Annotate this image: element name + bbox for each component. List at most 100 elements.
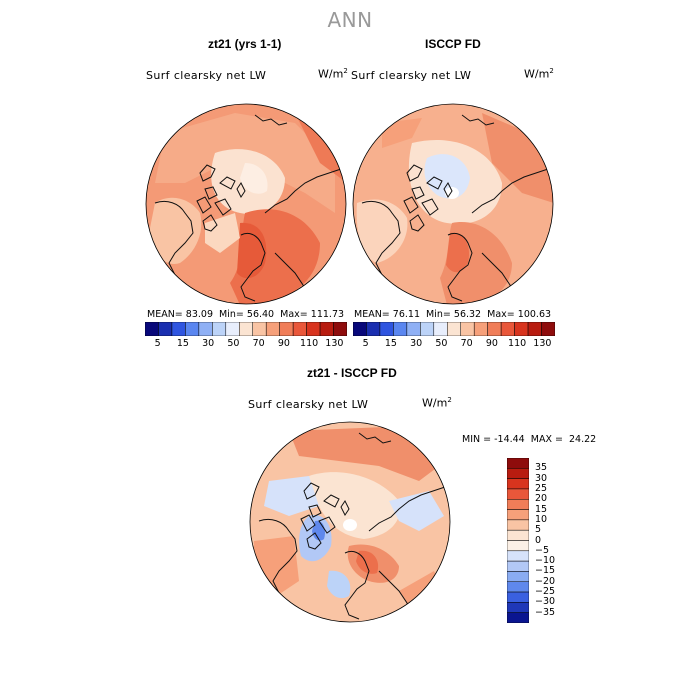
colorbar-tick-label: 110 bbox=[508, 338, 527, 349]
colorbar-swatch bbox=[507, 468, 529, 479]
colorbar-tick-label: 50 bbox=[435, 338, 448, 349]
figure-title: ANN bbox=[327, 8, 373, 32]
colorbar-tick-label: 30 bbox=[410, 338, 423, 349]
colorbar-swatch bbox=[353, 322, 367, 336]
colorbar-swatch bbox=[507, 478, 529, 490]
panel-1-polar-map bbox=[145, 103, 347, 305]
colorbar-tick-label: 10 bbox=[535, 513, 548, 525]
north-america-coast bbox=[258, 518, 298, 604]
colorbar-swatch bbox=[541, 322, 555, 336]
panel-2-polar-map bbox=[352, 103, 554, 305]
colorbar-tick-label: −35 bbox=[535, 606, 556, 618]
colorbar-swatch bbox=[433, 322, 448, 336]
bering-coast bbox=[254, 114, 288, 126]
panel-1-colorbar-ticks: 5 15 30 50 70 90 110 130 bbox=[145, 338, 347, 352]
colorbar-swatch bbox=[333, 322, 347, 336]
colorbar-tick-label: 5 bbox=[362, 338, 369, 349]
colorbar-swatch bbox=[487, 322, 502, 336]
panel-2-units: W/m2 bbox=[524, 67, 554, 81]
siberia-coast bbox=[264, 168, 342, 214]
field-region bbox=[205, 213, 240, 253]
diff-panel-title: zt21 - ISCCP FD bbox=[307, 366, 397, 380]
colorbar-tick-label: 110 bbox=[300, 338, 319, 349]
field-region bbox=[150, 197, 202, 264]
colorbar-swatch bbox=[185, 322, 200, 336]
colorbar-swatch bbox=[507, 458, 529, 469]
scandinavia-coast bbox=[344, 550, 370, 620]
colorbar-swatch bbox=[500, 322, 515, 336]
diff-colorbar bbox=[507, 458, 529, 623]
colorbar-swatch bbox=[507, 509, 529, 521]
north-america-coast bbox=[361, 200, 401, 286]
colorbar-swatch bbox=[507, 529, 529, 541]
colorbar-swatch bbox=[507, 550, 529, 562]
panel-1-colorbar bbox=[145, 322, 347, 336]
colorbar-tick-label: 30 bbox=[202, 338, 215, 349]
colorbar-tick-label: −30 bbox=[535, 596, 556, 608]
panel-1-units: W/m2 bbox=[318, 67, 348, 81]
colorbar-tick-label: 5 bbox=[535, 524, 542, 536]
colorbar-swatch bbox=[366, 322, 381, 336]
map-border bbox=[145, 103, 347, 305]
map-border bbox=[249, 421, 451, 623]
diff-panel-units: W/m2 bbox=[422, 396, 452, 410]
colorbar-swatch bbox=[212, 322, 227, 336]
panel-1-stats: MEAN= 83.09 Min= 56.40 Max= 111.73 bbox=[147, 309, 345, 320]
colorbar-swatch bbox=[507, 591, 529, 603]
diff-colorbar-labels: 35 30 25 20 15 10 5 0 −5 −10 −15 −20 −25 −30 −35 bbox=[535, 458, 575, 623]
colorbar-tick-label: 90 bbox=[277, 338, 290, 349]
panel-2-title: ISCCP FD bbox=[425, 37, 481, 51]
colorbar-swatch bbox=[145, 322, 159, 336]
colorbar-swatch bbox=[379, 322, 394, 336]
colorbar-swatch bbox=[420, 322, 435, 336]
panel-2-stats: MEAN= 76.11 Min= 56.32 Max= 100.63 bbox=[354, 309, 552, 320]
field-region bbox=[356, 199, 408, 263]
colorbar-tick-label: 70 bbox=[460, 338, 473, 349]
bering-coast bbox=[461, 114, 495, 126]
colorbar-tick-label: 35 bbox=[535, 462, 548, 474]
colorbar-swatch bbox=[447, 322, 461, 336]
field-region bbox=[446, 232, 470, 273]
colorbar-swatch bbox=[507, 540, 529, 552]
colorbar-swatch bbox=[507, 602, 529, 613]
colorbar-tick-label: −10 bbox=[535, 555, 556, 567]
canadian-archipelago-coast bbox=[196, 164, 246, 232]
colorbar-swatch bbox=[252, 322, 267, 336]
colorbar-swatch bbox=[527, 322, 542, 336]
colorbar-tick-label: 30 bbox=[535, 472, 548, 484]
diff-panel-variable: Surf clearsky net LW bbox=[248, 398, 369, 411]
colorbar-tick-label: −5 bbox=[535, 544, 550, 556]
colorbar-tick-label: 25 bbox=[535, 482, 548, 494]
colorbar-swatch bbox=[319, 322, 334, 336]
diff-minmax: MIN = -14.44 MAX = 24.22 bbox=[462, 434, 597, 445]
scandinavia-coast bbox=[240, 232, 266, 302]
canadian-archipelago-coast bbox=[403, 164, 453, 232]
colorbar-swatch bbox=[306, 322, 321, 336]
colorbar-swatch bbox=[507, 571, 529, 582]
colorbar-swatch bbox=[514, 322, 529, 336]
scandinavia-coast bbox=[447, 232, 473, 302]
bering-coast bbox=[358, 432, 392, 444]
colorbar-tick-label: 5 bbox=[154, 338, 161, 349]
panel-1-title: zt21 (yrs 1-1) bbox=[208, 37, 282, 51]
colorbar-tick-label: 20 bbox=[535, 493, 548, 505]
pole-hole bbox=[445, 187, 459, 199]
colorbar-swatch bbox=[158, 322, 173, 336]
field-region bbox=[295, 113, 346, 183]
colorbar-tick-label: 90 bbox=[485, 338, 498, 349]
map-border bbox=[352, 103, 554, 305]
colorbar-tick-label: 15 bbox=[176, 338, 189, 349]
panel-2-variable: Surf clearsky net LW bbox=[351, 69, 472, 82]
panel-2-colorbar-ticks: 5 15 30 50 70 90 110 130 bbox=[353, 338, 555, 352]
bering-warm-region bbox=[289, 426, 439, 481]
cold-region bbox=[327, 570, 351, 599]
colorbar-tick-label: 130 bbox=[325, 338, 344, 349]
diff-polar-map bbox=[249, 421, 451, 623]
cold-region bbox=[389, 491, 444, 531]
colorbar-tick-label: 50 bbox=[227, 338, 240, 349]
colorbar-swatch bbox=[507, 519, 529, 531]
colorbar-swatch bbox=[198, 322, 213, 336]
colorbar-swatch bbox=[507, 499, 529, 510]
colorbar-swatch bbox=[239, 322, 253, 336]
colorbar-swatch bbox=[507, 612, 529, 623]
